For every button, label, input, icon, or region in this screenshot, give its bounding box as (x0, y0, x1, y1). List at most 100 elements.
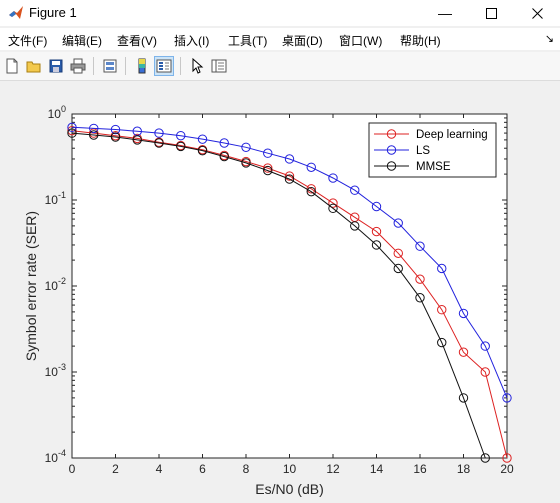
data-point-0 (328, 198, 338, 208)
x-tick-label: 14 (370, 462, 384, 476)
data-point-2 (219, 151, 229, 162)
menu-insert[interactable]: 插入(I) (174, 34, 210, 48)
series-line-1 (71, 126, 508, 399)
maximize-button[interactable] (468, 0, 514, 26)
menu-window[interactable]: 窗口(W) (339, 34, 383, 48)
data-point-1 (263, 148, 273, 158)
menu-edit[interactable]: 编辑(E) (62, 34, 102, 48)
data-point-0 (393, 248, 403, 259)
data-point-2 (89, 130, 99, 140)
menu-desktop[interactable]: 桌面(D) (282, 34, 323, 48)
save-button[interactable] (46, 56, 66, 76)
x-tick-label: 20 (500, 462, 514, 476)
data-point-2 (393, 263, 403, 274)
menu-help[interactable]: 帮助(H) (400, 34, 441, 48)
save-icon (49, 59, 63, 73)
data-point-1 (89, 123, 99, 134)
y-tick-exponent: -2 (58, 276, 66, 286)
data-point-0 (415, 274, 425, 284)
maximize-icon (485, 7, 497, 19)
data-point-1 (328, 173, 338, 183)
legend-entry-label: MMSE (416, 161, 451, 173)
data-point-2 (263, 165, 273, 176)
print-button[interactable] (68, 56, 88, 76)
data-point-2 (328, 203, 338, 214)
data-point-1 (110, 124, 121, 135)
data-point-2 (458, 393, 469, 403)
data-point-2 (306, 186, 316, 197)
data-point-2 (132, 135, 142, 145)
data-point-2 (350, 221, 360, 231)
y-tick-label: 10-1 (45, 190, 66, 207)
minimize-button[interactable]: — (438, 5, 452, 21)
pointer-button[interactable] (187, 56, 207, 76)
close-button[interactable] (514, 0, 560, 26)
legend-entry-label: LS (416, 145, 430, 157)
data-point-0 (437, 305, 447, 315)
open-file-button[interactable] (24, 56, 44, 76)
toolbar-separator (125, 57, 126, 75)
x-tick-label: 0 (69, 462, 76, 476)
title-bar: Figure 1 — (0, 0, 560, 26)
y-tick-label: 10-2 (45, 276, 66, 293)
y-tick-base: 10 (45, 279, 59, 293)
data-point-0 (284, 171, 295, 181)
print-icon (70, 58, 86, 74)
data-point-1 (393, 218, 403, 228)
colorbar-button[interactable] (132, 56, 152, 76)
colorbar-icon (138, 58, 146, 74)
data-point-1 (502, 393, 512, 403)
data-point-1 (415, 241, 425, 251)
menu-file[interactable]: 文件(F) (8, 34, 48, 48)
link-plot-icon (103, 59, 117, 73)
y-tick-label: 10-3 (45, 362, 66, 379)
link-plot-button[interactable] (100, 56, 120, 76)
data-point-1 (437, 263, 447, 274)
new-figure-button[interactable] (2, 56, 22, 76)
x-tick-label: 6 (199, 462, 206, 476)
data-point-2 (197, 145, 208, 156)
x-tick-label: 2 (112, 462, 119, 476)
legend-button[interactable] (154, 56, 174, 76)
x-tick-label: 16 (413, 462, 427, 476)
y-tick-base: 10 (45, 451, 59, 465)
series-line-0 (71, 130, 508, 459)
data-point-1 (350, 185, 360, 195)
data-point-0 (67, 125, 77, 136)
x-tick-label: 8 (243, 462, 250, 476)
figure-canvas: 0 2 4 6 8 10 12 14 16 18 2010010-110-210-310-4Es/N… (23, 104, 514, 497)
close-icon (531, 7, 543, 19)
data-point-2 (176, 141, 186, 152)
data-point-2 (110, 132, 121, 142)
data-point-0 (263, 163, 273, 173)
matlab-logo-icon (9, 6, 23, 19)
data-point-2 (154, 138, 164, 148)
data-point-1 (197, 134, 208, 144)
x-axis-label: Es/N0 (dB) (255, 481, 323, 497)
y-tick-exponent: -3 (58, 362, 66, 372)
data-point-0 (371, 226, 382, 237)
pointer-icon (192, 58, 204, 74)
menu-view[interactable]: 查看(V) (117, 34, 157, 48)
y-tick-base: 10 (45, 193, 59, 207)
data-point-2 (284, 174, 295, 184)
dock-arrow-icon[interactable]: ↘ (544, 33, 554, 45)
property-inspector-button[interactable] (209, 56, 229, 76)
legend-marker (386, 129, 397, 139)
y-tick-label: 100 (48, 104, 66, 121)
data-point-1 (371, 201, 382, 212)
data-point-2 (437, 337, 447, 348)
legend-marker (386, 145, 397, 155)
data-point-2 (480, 453, 490, 463)
toolbar-separator (180, 57, 181, 75)
x-tick-label: 18 (457, 462, 471, 476)
menu-tools[interactable]: 工具(T) (228, 34, 268, 48)
y-tick-base: 10 (48, 107, 62, 121)
figure-toolbar (0, 52, 560, 81)
x-tick-label: 4 (156, 462, 163, 476)
data-point-1 (241, 142, 251, 153)
toolbar-separator (93, 57, 94, 75)
data-point-1 (154, 128, 164, 138)
open-file-icon (26, 61, 41, 73)
data-point-1 (458, 308, 469, 319)
